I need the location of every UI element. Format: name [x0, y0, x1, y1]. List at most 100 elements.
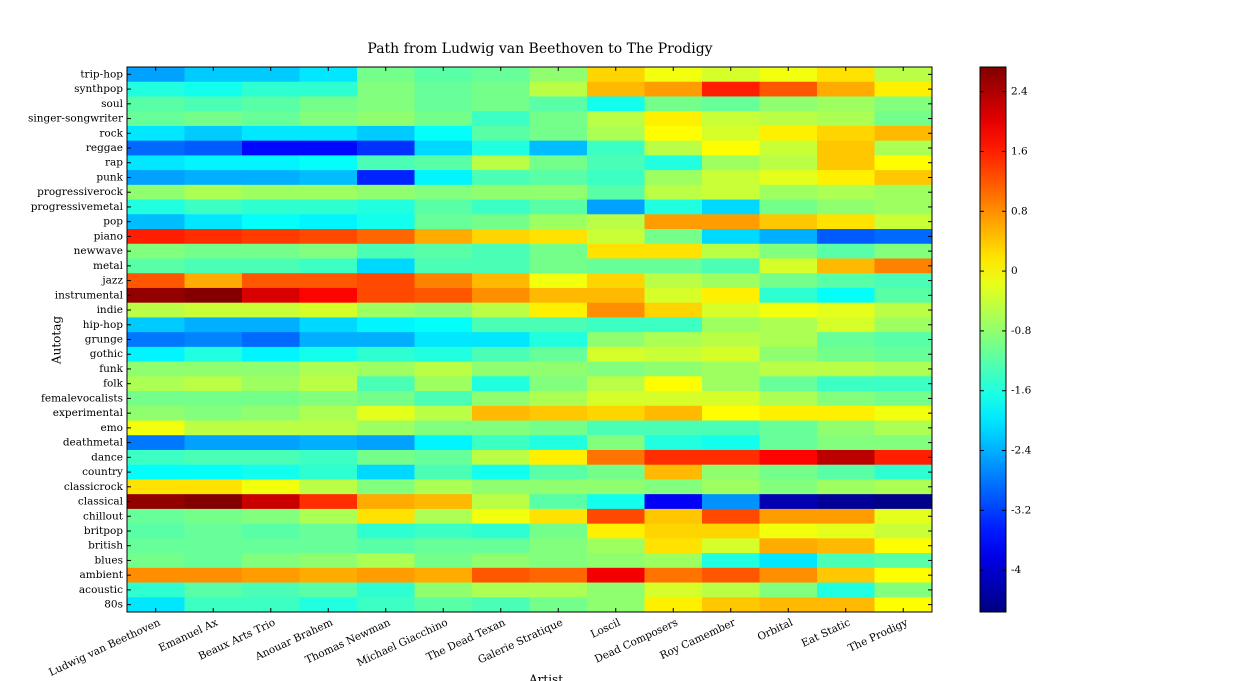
heatmap-cell: [414, 597, 473, 613]
heatmap-cell: [759, 184, 818, 201]
heatmap-cell: [127, 479, 185, 495]
heatmap-cell: [472, 435, 530, 451]
heatmap-cell: [702, 553, 760, 569]
heatmap-cell: [357, 214, 415, 230]
heatmap-cell: [644, 420, 703, 436]
heatmap-cell: [874, 346, 933, 363]
heatmap-cell: [817, 346, 875, 363]
heatmap-cell: [414, 302, 473, 318]
heatmap-cell: [242, 111, 300, 127]
heatmap-cell: [242, 302, 300, 318]
heatmap-cell: [242, 361, 300, 377]
heatmap-cell: [242, 125, 300, 142]
x-tick-label: The Prodigy: [846, 617, 910, 655]
heatmap-cell: [127, 449, 185, 466]
heatmap-cell: [759, 81, 818, 97]
heatmap-cell: [357, 302, 415, 318]
colorbar-tick-label: 0.8: [1011, 205, 1028, 217]
heatmap-cell: [874, 435, 933, 451]
heatmap-cell: [529, 155, 588, 171]
heatmap-cell: [817, 420, 875, 436]
heatmap-cell: [242, 435, 300, 451]
heatmap-cell: [644, 391, 703, 407]
heatmap-cell: [184, 346, 243, 363]
heatmap-cell: [702, 258, 760, 274]
heatmap-cell: [874, 243, 933, 259]
heatmap-cell: [874, 479, 933, 495]
heatmap-cell: [242, 243, 300, 259]
heatmap-cell: [702, 155, 760, 171]
heatmap-cell: [127, 287, 185, 304]
heatmap-cell: [414, 81, 473, 97]
heatmap-cell: [529, 111, 588, 127]
heatmap-cell: [817, 96, 875, 112]
y-tick-label: classical: [78, 496, 124, 508]
heatmap-cell: [357, 420, 415, 436]
heatmap-cell: [529, 317, 588, 333]
heatmap-cell: [357, 391, 415, 407]
heatmap-cell: [242, 553, 300, 569]
heatmap-cell: [759, 538, 818, 554]
heatmap-cell: [472, 346, 530, 363]
heatmap-cell: [874, 155, 933, 171]
heatmap-cell: [644, 229, 703, 245]
colorbar-tick-label: 1.6: [1011, 145, 1028, 157]
y-tick-label: folk: [103, 378, 124, 390]
heatmap-cell: [127, 391, 185, 407]
heatmap-cell: [357, 184, 415, 201]
heatmap-cell: [357, 125, 415, 142]
heatmap-cell: [472, 67, 530, 83]
heatmap-cell: [127, 243, 185, 259]
heatmap-cell: [184, 199, 243, 215]
heatmap-cell: [587, 243, 645, 259]
heatmap-cell: [702, 567, 760, 584]
y-tick-label: punk: [96, 171, 123, 183]
heatmap-cell: [299, 538, 358, 554]
colorbar-tick-label: -2.4: [1011, 445, 1032, 457]
heatmap-cell: [529, 523, 588, 539]
heatmap-cell: [242, 405, 300, 422]
heatmap-cell: [817, 582, 875, 598]
heatmap-cell: [299, 125, 358, 142]
heatmap-cell: [702, 494, 760, 510]
heatmap-cell: [242, 96, 300, 112]
heatmap-cell: [759, 376, 818, 392]
heatmap-cell: [127, 361, 185, 377]
heatmap-cell: [242, 582, 300, 598]
heatmap-cell: [414, 229, 473, 245]
heatmap-cell: [702, 405, 760, 422]
heatmap-cell: [184, 81, 243, 97]
heatmap-cell: [414, 214, 473, 230]
heatmap-cell: [242, 229, 300, 245]
y-tick-label: emo: [101, 422, 124, 434]
heatmap-cell: [414, 479, 473, 495]
heatmap-cell: [414, 199, 473, 215]
heatmap-cell: [644, 582, 703, 598]
heatmap-cell: [414, 332, 473, 348]
heatmap-cell: [357, 155, 415, 171]
heatmap-cell: [127, 435, 185, 451]
heatmap-cell: [127, 170, 185, 186]
heatmap-cell: [702, 449, 760, 466]
chart-title: Path from Ludwig van Beethoven to The Pr…: [367, 41, 712, 57]
heatmap-cell: [184, 435, 243, 451]
heatmap-cell: [874, 567, 933, 584]
heatmap-cell: [817, 449, 875, 466]
heatmap-cell: [817, 494, 875, 510]
heatmap-cell: [587, 553, 645, 569]
heatmap-cell: [702, 111, 760, 127]
heatmap-cell: [702, 346, 760, 363]
heatmap-cell: [357, 81, 415, 97]
heatmap-cell: [644, 376, 703, 392]
heatmap-cell: [817, 597, 875, 613]
heatmap-cell: [414, 125, 473, 142]
heatmap-cell: [817, 508, 875, 525]
heatmap-cell: [184, 567, 243, 584]
heatmap-cell: [299, 111, 358, 127]
heatmap-cell: [644, 96, 703, 112]
heatmap-cell: [702, 523, 760, 539]
y-tick-label: chillout: [83, 510, 124, 522]
heatmap-cell: [184, 405, 243, 422]
y-tick-label: singer-songwriter: [28, 113, 124, 125]
heatmap-cell: [127, 140, 185, 156]
